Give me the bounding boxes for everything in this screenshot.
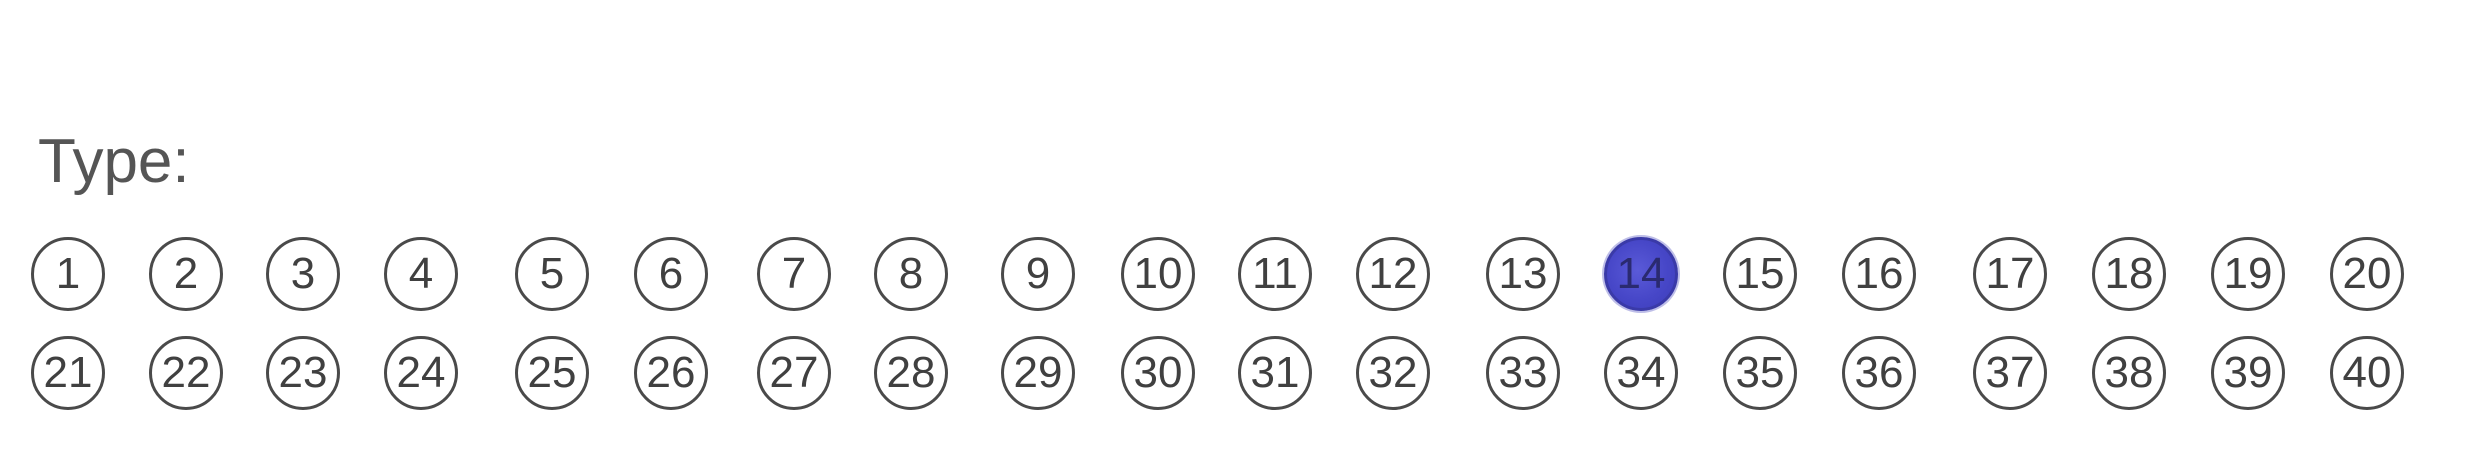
answer-bubble-17[interactable]: 17 [1973, 237, 2047, 311]
answer-bubble-39[interactable]: 39 [2211, 336, 2285, 410]
answer-bubble-29[interactable]: 29 [1001, 336, 1075, 410]
answer-bubble-11[interactable]: 11 [1238, 237, 1312, 311]
answer-bubble-38[interactable]: 38 [2092, 336, 2166, 410]
answer-bubble-1[interactable]: 1 [31, 237, 105, 311]
answer-bubble-12[interactable]: 12 [1356, 237, 1430, 311]
answer-bubble-24[interactable]: 24 [384, 336, 458, 410]
answer-bubble-22[interactable]: 22 [149, 336, 223, 410]
answer-bubble-3[interactable]: 3 [266, 237, 340, 311]
answer-bubble-6[interactable]: 6 [634, 237, 708, 311]
answer-bubble-30[interactable]: 30 [1121, 336, 1195, 410]
answer-bubble-20[interactable]: 20 [2330, 237, 2404, 311]
answer-bubble-23[interactable]: 23 [266, 336, 340, 410]
answer-bubble-40[interactable]: 40 [2330, 336, 2404, 410]
answer-bubble-8[interactable]: 8 [874, 237, 948, 311]
answer-bubble-35[interactable]: 35 [1723, 336, 1797, 410]
bubble-row-2: 21 22 23 24 25 26 27 28 29 30 31 32 33 34 35 36 37 38 39 40 [0, 336, 2480, 416]
answer-bubble-25[interactable]: 25 [515, 336, 589, 410]
answer-bubble-31[interactable]: 31 [1238, 336, 1312, 410]
answer-bubble-15[interactable]: 15 [1723, 237, 1797, 311]
answer-bubble-4[interactable]: 4 [384, 237, 458, 311]
answer-bubble-33[interactable]: 33 [1486, 336, 1560, 410]
answer-bubble-18[interactable]: 18 [2092, 237, 2166, 311]
answer-bubble-13[interactable]: 13 [1486, 237, 1560, 311]
answer-bubble-28[interactable]: 28 [874, 336, 948, 410]
answer-bubble-7[interactable]: 7 [757, 237, 831, 311]
type-label: Type: [38, 127, 190, 196]
answer-bubble-36[interactable]: 36 [1842, 336, 1916, 410]
answer-bubble-37[interactable]: 37 [1973, 336, 2047, 410]
answer-bubble-21[interactable]: 21 [31, 336, 105, 410]
answer-bubble-34[interactable]: 34 [1604, 336, 1678, 410]
answer-bubble-2[interactable]: 2 [149, 237, 223, 311]
answer-bubble-10[interactable]: 10 [1121, 237, 1195, 311]
answer-bubble-32[interactable]: 32 [1356, 336, 1430, 410]
answer-bubble-14[interactable]: 14 [1604, 237, 1678, 311]
bubble-row-1: 1 2 3 4 5 6 7 8 9 10 11 12 13 14 15 16 17 18 19 20 [0, 237, 2480, 317]
answer-bubble-5[interactable]: 5 [515, 237, 589, 311]
answer-bubble-9[interactable]: 9 [1001, 237, 1075, 311]
answer-bubble-27[interactable]: 27 [757, 336, 831, 410]
answer-bubble-26[interactable]: 26 [634, 336, 708, 410]
answer-bubble-16[interactable]: 16 [1842, 237, 1916, 311]
answer-bubble-19[interactable]: 19 [2211, 237, 2285, 311]
